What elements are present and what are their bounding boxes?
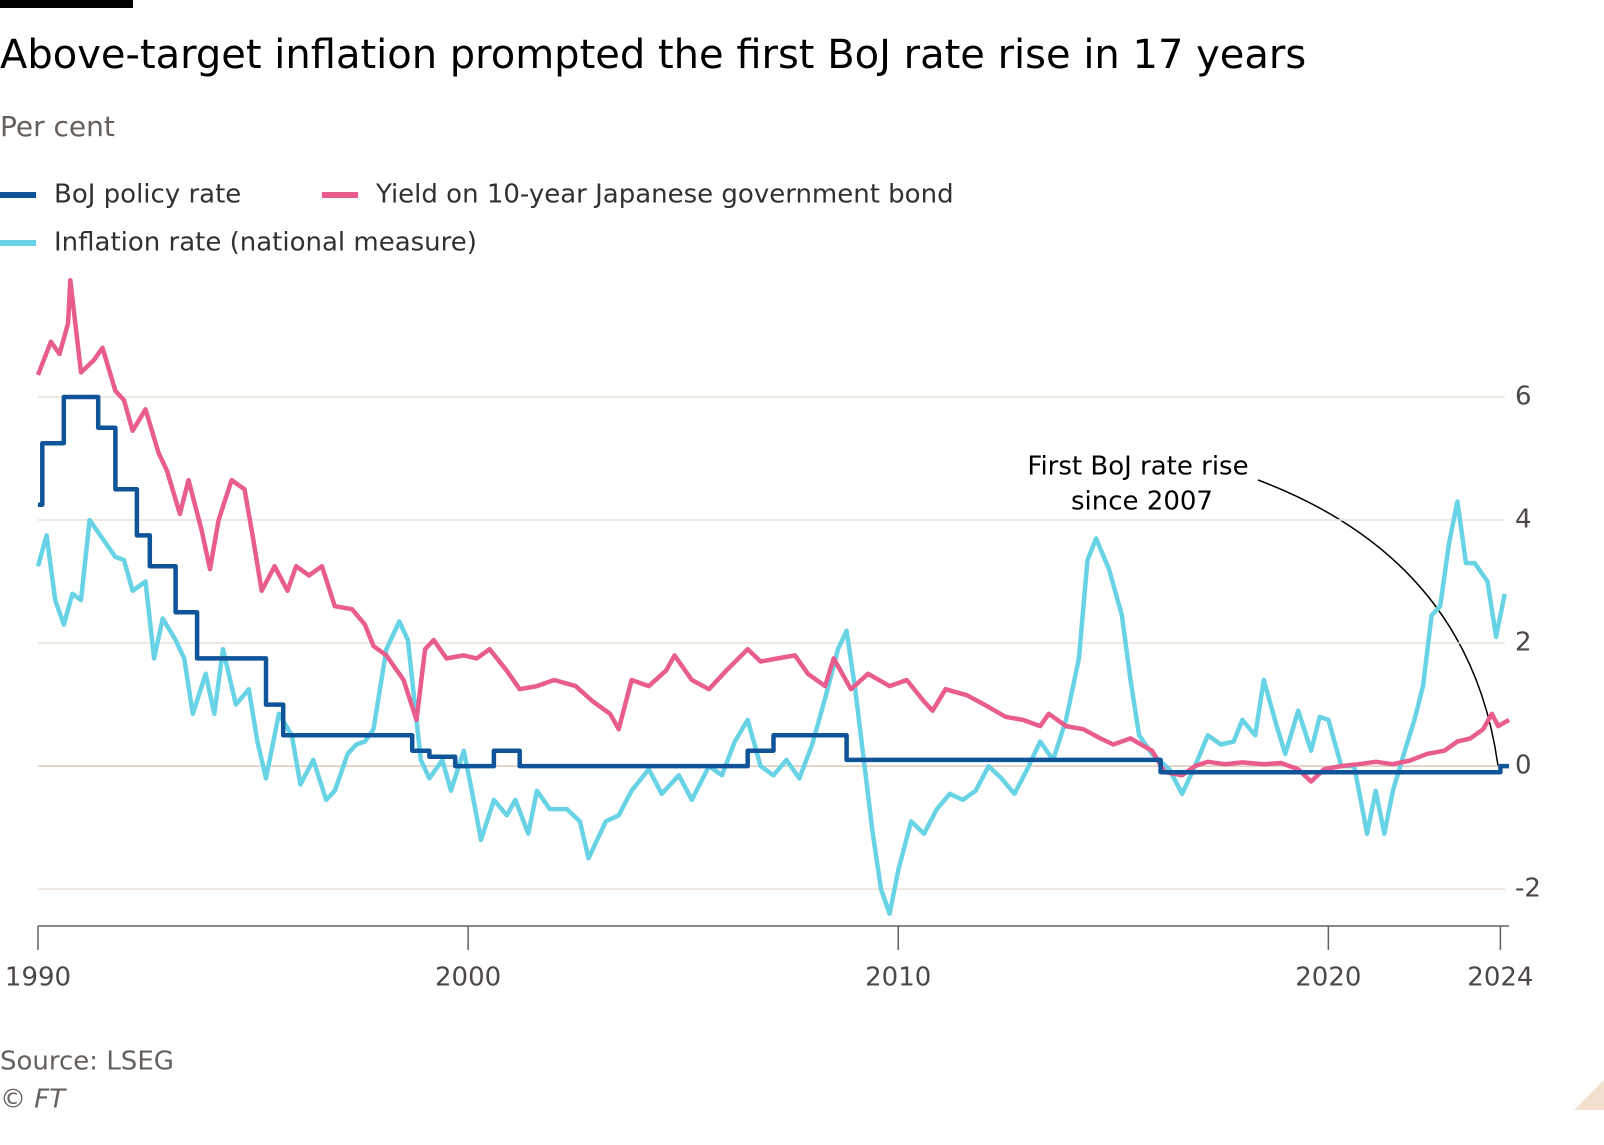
y-tick-label: 0: [1515, 751, 1532, 781]
annotation-arrow: [1257, 479, 1499, 767]
y-tick-label: 2: [1515, 628, 1532, 658]
series-line: [38, 394, 1509, 775]
x-tick-label: 1990: [5, 963, 71, 993]
series-line: [35, 499, 1507, 916]
brand-bar: [0, 0, 133, 8]
annotation: First BoJ rate rise: [1027, 452, 1248, 482]
series-line: [35, 277, 1511, 784]
corner-mark: [1574, 1080, 1604, 1110]
x-tick-label: 2020: [1295, 963, 1361, 993]
credit: © FT: [0, 1085, 67, 1115]
legend-label: Inflation rate (national measure): [54, 228, 477, 258]
chart-subtitle: Per cent: [0, 110, 115, 143]
y-tick-label: 4: [1515, 505, 1532, 535]
legend-label: BoJ policy rate: [54, 180, 241, 210]
source: Source: LSEG: [0, 1047, 174, 1077]
chart-title: Above-target inflation prompted the firs…: [0, 32, 1306, 78]
y-tick-label: 6: [1515, 382, 1532, 412]
x-tick-label: 2000: [435, 963, 501, 993]
annotation: since 2007: [1071, 487, 1213, 517]
legend-label: Yield on 10-year Japanese government bon…: [375, 180, 954, 210]
x-tick-label: 2010: [865, 963, 931, 993]
x-tick-label: 2024: [1467, 963, 1533, 993]
y-tick-label: -2: [1515, 874, 1541, 904]
